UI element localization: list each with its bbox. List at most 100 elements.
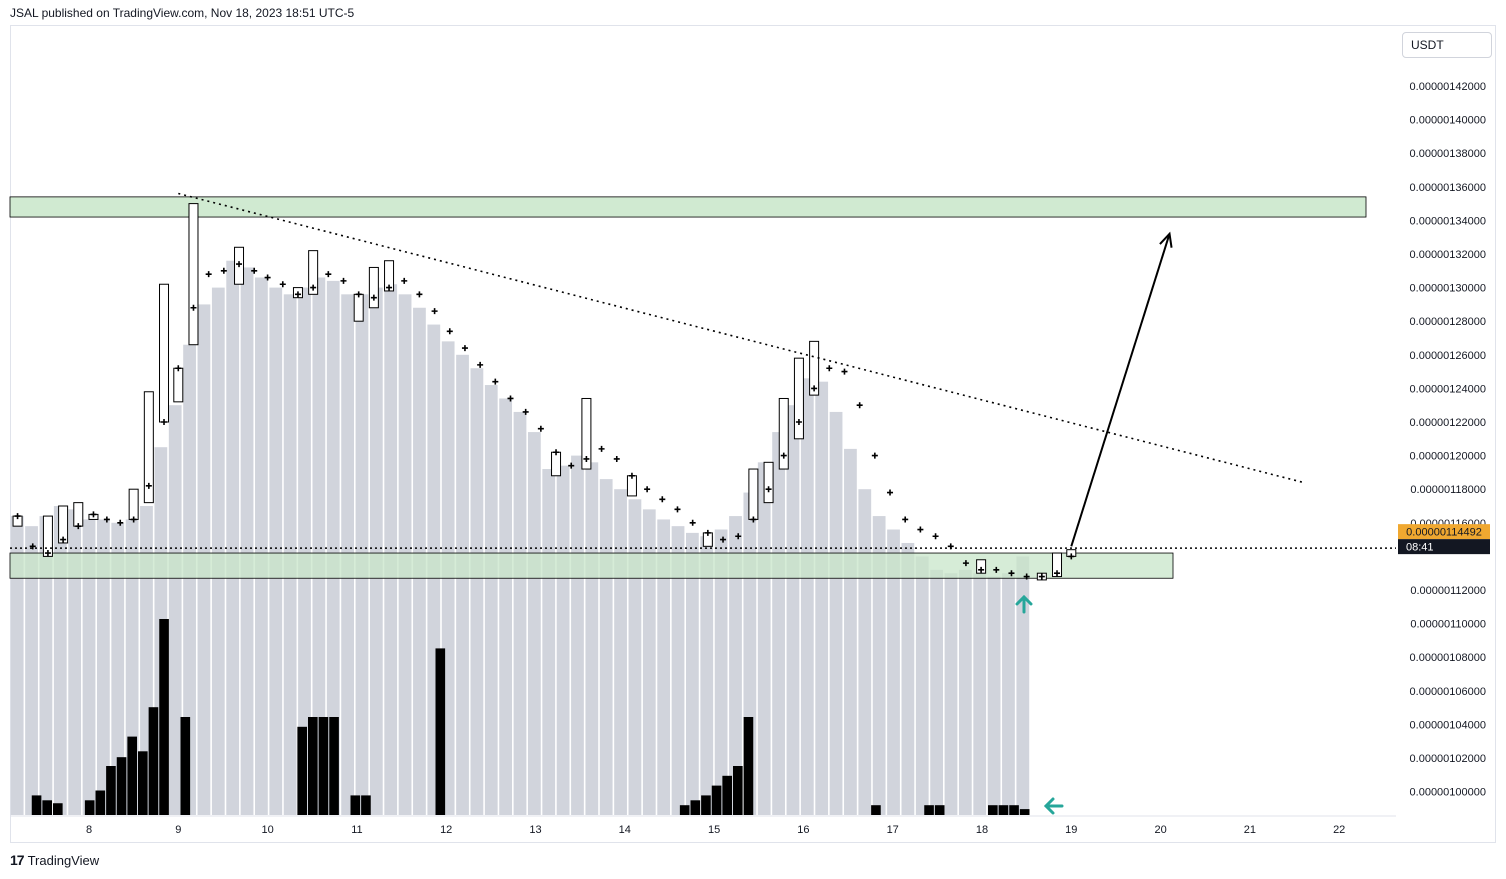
candle-marker — [461, 345, 468, 352]
price-tick-label: 0.00000120000 — [1410, 451, 1486, 463]
price-tick-label: 0.00000124000 — [1410, 383, 1486, 395]
profile-bar — [499, 398, 513, 815]
price-tick-label: 0.00000122000 — [1410, 417, 1486, 429]
profile-bar — [671, 526, 685, 815]
profile-bar — [887, 529, 900, 815]
price-tick-label: 0.00000110000 — [1410, 619, 1486, 631]
profile-bar — [944, 573, 958, 815]
publisher-caption: JSAL published on TradingView.com, Nov 1… — [10, 6, 355, 20]
volume-bar — [84, 800, 95, 815]
volume-bar — [53, 803, 63, 815]
candle-marker — [750, 516, 757, 523]
candle-body — [976, 559, 987, 574]
candle-marker — [492, 378, 499, 385]
candle-body — [763, 461, 774, 504]
volume-bar — [148, 707, 159, 815]
price-tick-label: 0.00000108000 — [1410, 652, 1486, 664]
volume-bar — [106, 766, 116, 815]
candle-marker — [75, 523, 82, 530]
profile-bar — [729, 516, 742, 815]
candle-marker — [871, 452, 878, 459]
candle-marker — [325, 271, 332, 278]
up-arrow-icon — [1015, 594, 1033, 614]
volume-bar — [297, 726, 307, 815]
candle-marker — [720, 536, 727, 543]
candle-marker — [811, 385, 818, 392]
candle-marker — [175, 365, 182, 372]
time-tick-label: 12 — [440, 824, 452, 836]
profile-bar — [614, 489, 627, 815]
profile-bar — [384, 284, 398, 815]
profile-bar — [858, 489, 872, 815]
candle-body — [159, 283, 170, 423]
candle-body — [128, 488, 139, 520]
profile-bar — [628, 499, 642, 815]
time-tick-label: 21 — [1244, 824, 1256, 836]
chart-frame — [10, 25, 1496, 843]
profile-bar — [82, 519, 96, 815]
volume-bar — [934, 805, 945, 815]
time-tick-label: 16 — [797, 824, 809, 836]
candle-marker — [44, 550, 51, 557]
candle-marker — [1068, 553, 1075, 560]
profile-bar — [53, 506, 67, 815]
price-tick-label: 0.00000130000 — [1410, 283, 1486, 295]
candle-body — [173, 367, 184, 403]
profile-bar — [39, 516, 53, 815]
price-badge: 0.00000114492 08:41 — [1398, 524, 1490, 555]
footer-brand: 17 TradingView — [10, 852, 99, 868]
candle-marker — [431, 308, 438, 315]
time-tick-label: 18 — [976, 824, 988, 836]
time-axis: 8 9 10 11 12 13 14 15 16 17 18 19 20 21 22 — [10, 815, 1396, 836]
profile-bar — [973, 573, 987, 815]
time-tick-label: 9 — [175, 824, 181, 836]
candle-marker — [704, 529, 711, 536]
candle-marker — [735, 533, 742, 540]
candle-marker — [60, 536, 67, 543]
candle-body — [42, 515, 53, 557]
profile-bar — [255, 277, 268, 815]
profile-bar — [700, 536, 714, 815]
volume-bar — [988, 805, 998, 815]
time-tick-label: 20 — [1154, 824, 1166, 836]
profile-bar — [1016, 556, 1030, 815]
profile-bar — [930, 569, 944, 815]
brand-label: TradingView — [27, 852, 100, 868]
candle-marker — [370, 294, 377, 301]
candle-marker — [14, 513, 21, 520]
time-tick-label: 15 — [708, 824, 720, 836]
price-tick-label: 0.00000140000 — [1410, 115, 1486, 127]
candle-marker — [416, 291, 423, 298]
volume-bar — [329, 717, 339, 815]
price-tick-label: 0.00000100000 — [1410, 787, 1486, 799]
candle-body — [809, 340, 820, 396]
candle-marker — [117, 519, 124, 526]
price-tick-label: 0.00000128000 — [1410, 316, 1486, 328]
profile-bar — [326, 280, 340, 815]
candle-marker — [355, 291, 362, 298]
profile-bar — [714, 529, 728, 815]
candle-marker — [993, 566, 1000, 573]
candle-marker — [340, 277, 347, 284]
candle-marker — [689, 519, 696, 526]
volume-bar — [924, 805, 934, 815]
profile-bar — [470, 368, 484, 815]
volume-bar — [361, 795, 371, 815]
volume-bar — [690, 800, 701, 815]
currency-selector[interactable]: USDT — [1402, 32, 1492, 58]
profile-bar — [96, 519, 110, 815]
descending-trendline — [178, 192, 1304, 484]
volume-bar — [95, 790, 106, 815]
price-tick-label: 0.00000134000 — [1410, 215, 1486, 227]
price-tick-label: 0.00000106000 — [1410, 686, 1486, 698]
candle-marker — [598, 445, 605, 452]
volume-bar — [733, 766, 743, 815]
volume-bar — [998, 805, 1009, 815]
candle-body — [551, 451, 562, 477]
volume-bar — [871, 805, 881, 815]
price-tick-label: 0.00000142000 — [1410, 81, 1486, 93]
profile-bar — [772, 432, 785, 815]
projection-arrow — [1070, 233, 1171, 547]
candle-marker — [765, 486, 772, 493]
